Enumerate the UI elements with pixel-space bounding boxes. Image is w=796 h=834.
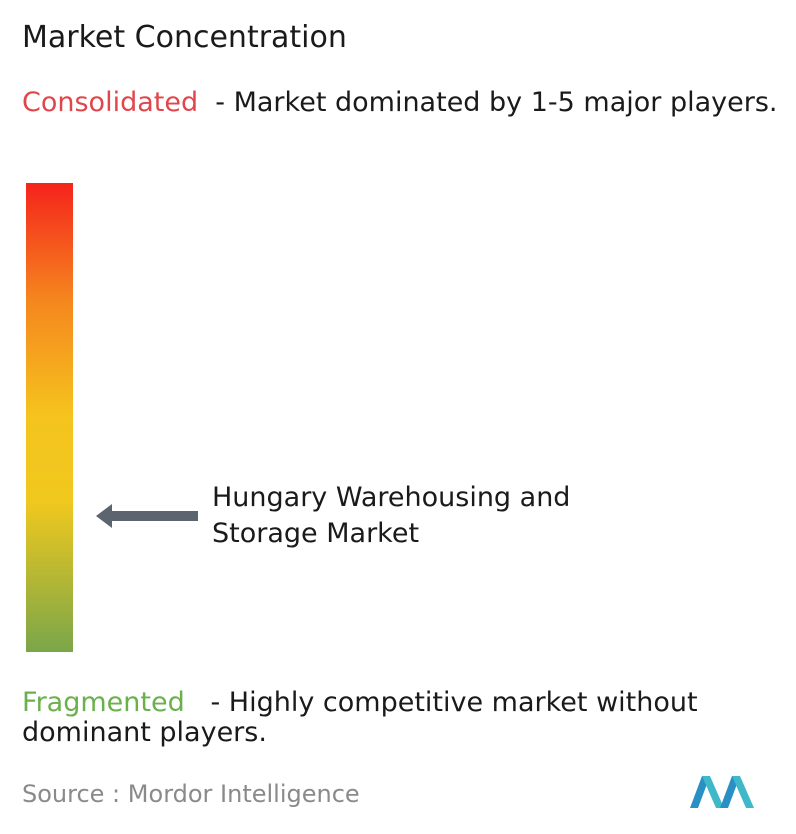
concentration-gradient	[26, 183, 73, 652]
logo	[690, 776, 754, 808]
title: Market Concentration	[22, 20, 347, 55]
logo-part	[720, 776, 740, 808]
logo-part	[690, 776, 710, 808]
source-name: Mordor Intelligence	[127, 780, 360, 808]
consolidated-label: Consolidated	[22, 87, 199, 118]
arrow	[96, 504, 198, 528]
consolidated-description: - Market dominated by 1-5 major players.	[215, 87, 778, 118]
consolidated-text: Consolidated - Market dominated by 1-5 m…	[22, 88, 792, 118]
logo-part	[702, 776, 724, 808]
source: Source : Mordor Intelligence	[22, 780, 360, 808]
fragmented-text: Fragmented - Highly competitive market w…	[22, 688, 792, 748]
source-label: Source :	[22, 780, 121, 808]
fragmented-label: Fragmented	[22, 687, 185, 718]
logo-part	[732, 776, 754, 808]
arrow-shape	[96, 504, 198, 528]
fragmented-description: - Highly competitive market without domi…	[22, 687, 698, 748]
market-label: Hungary Warehousing and Storage Market	[212, 482, 571, 549]
